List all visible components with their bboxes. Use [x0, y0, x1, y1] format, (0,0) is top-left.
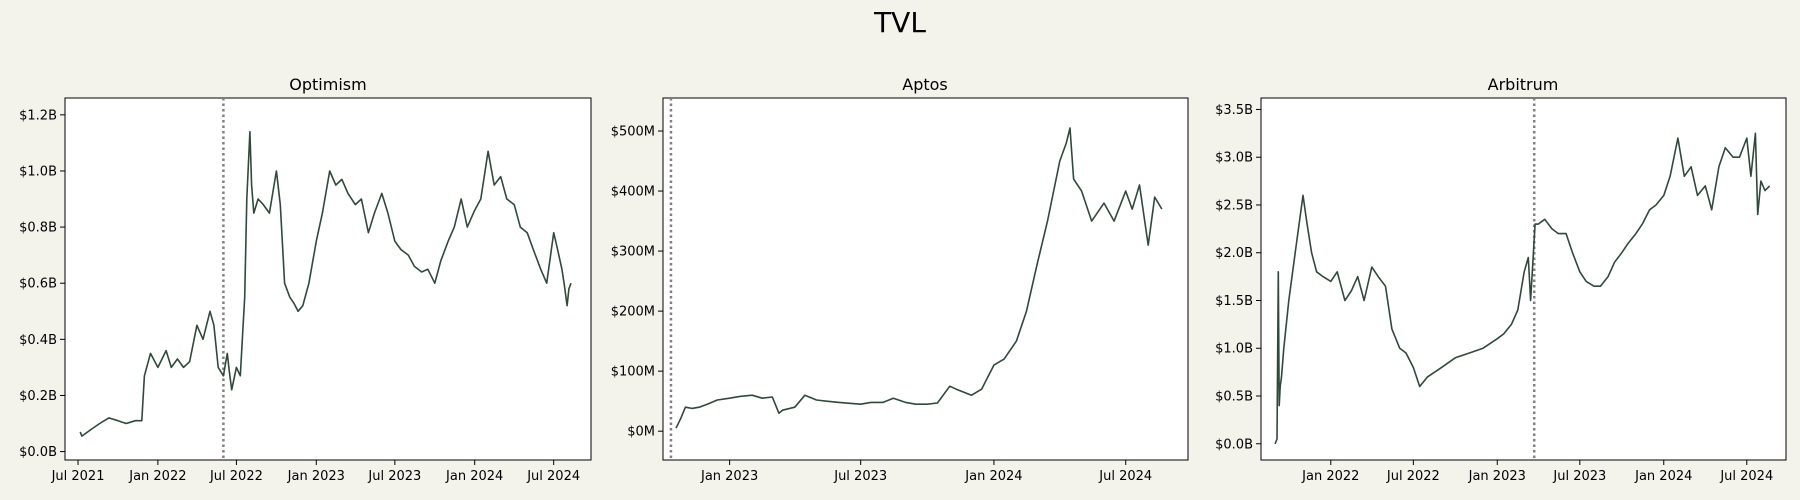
- arbitrum-y-tick-label: $2.0B: [1215, 246, 1253, 261]
- aptos-tvl-series-line: [675, 127, 1163, 429]
- arbitrum-y-tick-label: $3.0B: [1215, 151, 1253, 166]
- panel-arbitrum: Arbitrum Jan 2022 Jul 2022 Jan 2023 Jul 202…: [1215, 75, 1787, 484]
- aptos-y-tick-label: $0M: [627, 425, 655, 440]
- optimism-x-tick-label: Jan 2024: [445, 469, 503, 484]
- arbitrum-y-tick-label: $1.0B: [1215, 342, 1253, 357]
- optimism-x-tick-label: Jul 2023: [367, 469, 421, 484]
- aptos-y-tick-label: $400M: [611, 185, 655, 200]
- aptos-x-tick-label: Jul 2024: [1098, 469, 1152, 484]
- arbitrum-y-tick-label: $3.5B: [1215, 103, 1253, 118]
- panel-title-aptos: Aptos: [902, 75, 948, 94]
- aptos-y-tick-label: $500M: [611, 125, 655, 140]
- aptos-y-tick-label: $100M: [611, 365, 655, 380]
- aptos-y-tick-label: $300M: [611, 245, 655, 260]
- figure-title: TVL: [873, 6, 926, 39]
- panel-title-arbitrum: Arbitrum: [1488, 75, 1559, 94]
- arbitrum-x-tick-label: Jul 2022: [1386, 469, 1440, 484]
- optimism-y-tick-label: $1.2B: [19, 108, 57, 123]
- optimism-y-tick-label: $1.0B: [19, 164, 57, 179]
- panel-optimism: Optimism Jul 2021 Jan 2022 Jul 2022 Jan 202…: [19, 75, 592, 484]
- aptos-x-tick-label: Jan 2024: [964, 469, 1022, 484]
- optimism-y-tick-label: $0.6B: [19, 277, 57, 292]
- arbitrum-x-tick-label: Jul 2024: [1719, 469, 1773, 484]
- arbitrum-x-tick-label: Jan 2023: [1468, 469, 1526, 484]
- optimism-y-tick-label: $0.4B: [19, 333, 57, 348]
- axes-aptos: [662, 97, 1189, 461]
- optimism-x-tick-label: Jul 2024: [526, 469, 580, 484]
- arbitrum-tvl-series-line: [1274, 132, 1771, 445]
- optimism-x-tick-label: Jan 2022: [128, 469, 186, 484]
- aptos-x-tick-label: Jan 2023: [700, 469, 758, 484]
- arbitrum-x-tick-label: Jan 2022: [1301, 469, 1359, 484]
- optimism-y-tick-label: $0.8B: [19, 221, 57, 236]
- aptos-x-tick-label: Jul 2023: [833, 469, 887, 484]
- optimism-tvl-series-line: [79, 130, 572, 437]
- arbitrum-y-tick-label: $0.5B: [1215, 390, 1253, 405]
- arbitrum-x-tick-label: Jan 2024: [1634, 469, 1692, 484]
- arbitrum-x-tick-label: Jul 2023: [1552, 469, 1606, 484]
- arbitrum-y-tick-label: $1.5B: [1215, 294, 1253, 309]
- panel-aptos: Aptos Jan 2023 Jul 2023 Jan 2024 Jul 2024 $0…: [611, 75, 1189, 484]
- optimism-x-tick-label: Jan 2023: [287, 469, 345, 484]
- panel-title-optimism: Optimism: [289, 75, 366, 94]
- optimism-x-tick-label: Jul 2022: [209, 469, 263, 484]
- arbitrum-y-tick-label: $0.0B: [1215, 437, 1253, 452]
- aptos-y-tick-label: $200M: [611, 305, 655, 320]
- optimism-y-tick-label: $0.0B: [19, 445, 57, 460]
- axes-optimism: [64, 97, 592, 461]
- arbitrum-y-tick-label: $2.5B: [1215, 198, 1253, 213]
- optimism-y-tick-label: $0.2B: [19, 389, 57, 404]
- optimism-x-tick-label: Jul 2021: [51, 469, 105, 484]
